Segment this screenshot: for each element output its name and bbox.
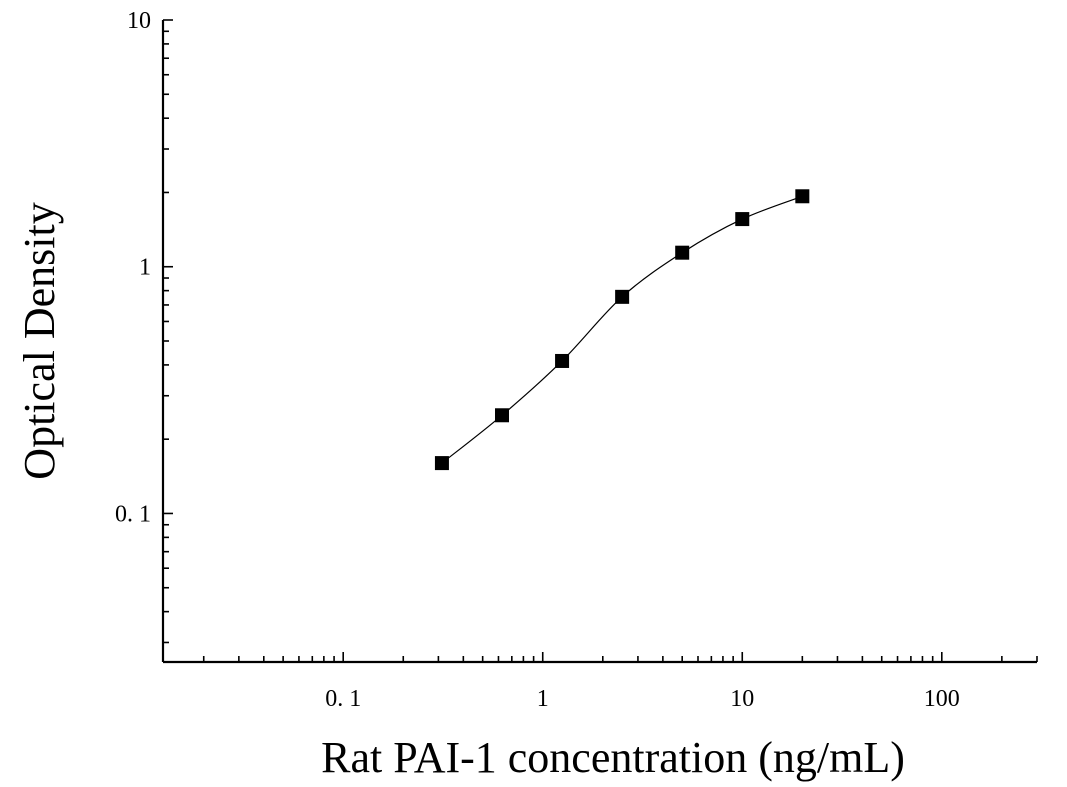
- x-tick-label: 10: [730, 686, 754, 712]
- x-tick-label: 0. 1: [325, 686, 361, 712]
- data-point: [795, 189, 810, 204]
- data-point: [735, 212, 750, 227]
- data-point: [615, 289, 630, 304]
- data-point: [555, 353, 570, 368]
- y-tick-labels: 0. 1 1 10: [115, 8, 151, 527]
- y-tick-label: 0. 1: [115, 501, 151, 527]
- x-tick-label: 1: [537, 686, 549, 712]
- y-ticks: [163, 19, 173, 644]
- data-points: [434, 189, 810, 471]
- x-tick-label: 100: [924, 686, 960, 712]
- y-tick-label: 10: [127, 8, 151, 34]
- y-tick-label: 1: [139, 255, 151, 281]
- fit-curve: [441, 195, 803, 464]
- x-axis-title: Rat PAI-1 concentration (ng/mL): [321, 733, 905, 782]
- axes: [161, 20, 1037, 664]
- y-axis-title: Optical Density: [15, 202, 64, 479]
- data-point: [495, 408, 510, 423]
- data-point: [675, 245, 690, 260]
- x-ticks: [202, 652, 1038, 662]
- data-point: [434, 456, 449, 471]
- x-tick-labels: 0. 1 1 10 100: [325, 686, 960, 712]
